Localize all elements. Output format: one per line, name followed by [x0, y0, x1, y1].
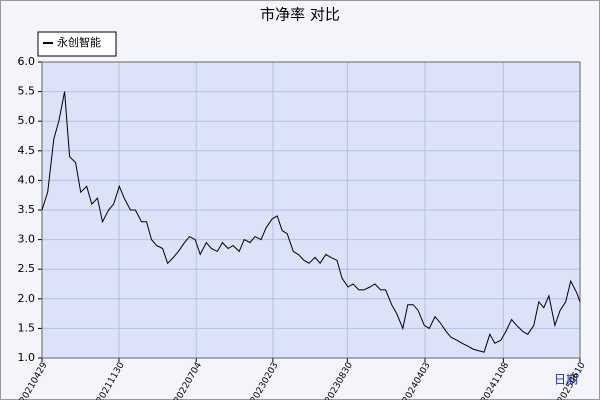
y-tick-label: 5.5: [18, 85, 36, 98]
y-tick-label: 3.5: [18, 203, 36, 216]
y-tick-label: 1.5: [18, 321, 36, 334]
legend-label: 永创智能: [57, 35, 101, 49]
y-tick-label: 2.5: [18, 262, 36, 275]
x-axis-label: 日期: [554, 373, 578, 387]
y-tick-label: 4.5: [18, 144, 36, 157]
y-tick-label: 2.0: [18, 292, 36, 305]
y-tick-label: 6.0: [18, 55, 36, 68]
line: [41, 91, 581, 353]
y-tick-label: 1.0: [18, 351, 36, 364]
y-tick-label: 4.0: [18, 173, 36, 186]
y-tick-label: 3.0: [18, 233, 36, 246]
y-tick-label: 5.0: [18, 114, 36, 127]
chart-title: 市净率 对比: [260, 6, 340, 24]
